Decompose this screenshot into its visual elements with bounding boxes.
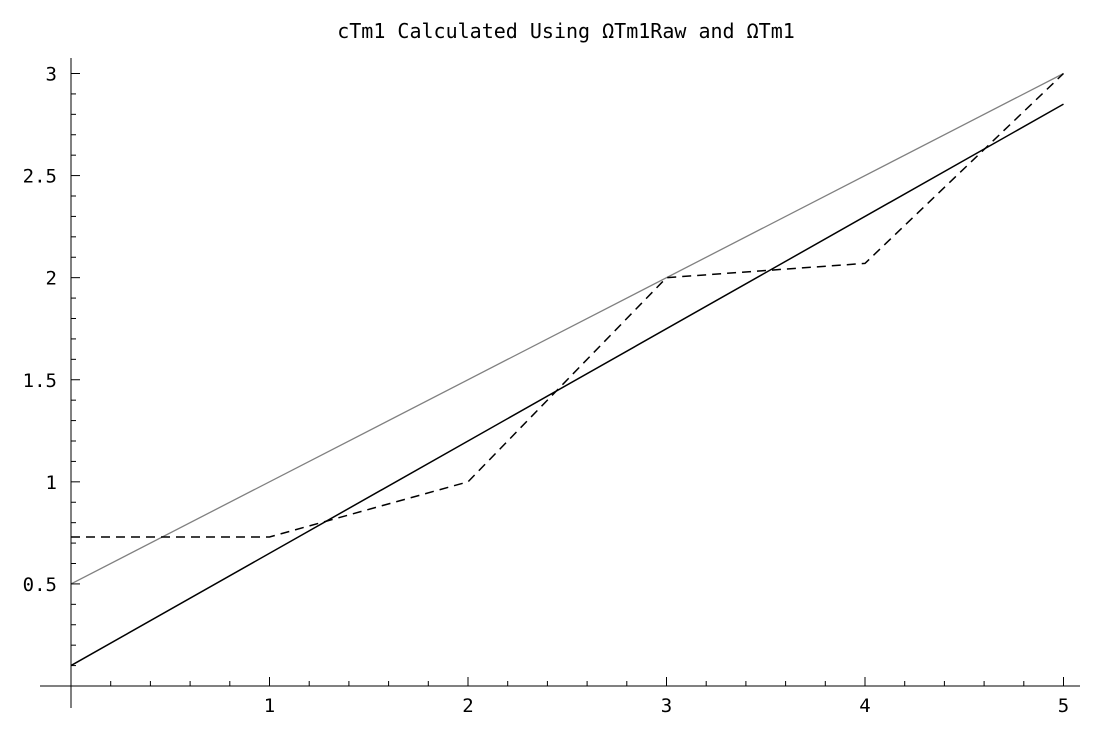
y-tick-label: 1.5: [23, 370, 57, 392]
x-tick-label: 5: [1058, 695, 1069, 717]
x-tick-label: 1: [264, 695, 275, 717]
series-line-2: [70, 103, 1064, 667]
y-tick-label: 2.5: [23, 166, 57, 188]
x-tick-label: 2: [462, 695, 473, 717]
series-line-1: [70, 72, 1064, 585]
x-tick-label: 4: [859, 695, 870, 717]
y-tick-label: 3: [46, 64, 57, 86]
y-tick-label: 1: [46, 472, 57, 494]
ticks-layer: 1 2 3 4 5 0.5 1 1.5 2 2.5 3: [23, 64, 1070, 718]
series-layer: [70, 72, 1065, 667]
y-tick-label: 2: [46, 268, 57, 290]
y-tick-label: 0.5: [23, 574, 57, 596]
x-tick-label: 3: [661, 695, 672, 717]
chart-title: cTm1 Calculated Using ΩTm1Raw and ΩTm1: [337, 19, 795, 43]
series-line-3: [71, 72, 1065, 538]
axes-layer: [40, 58, 1080, 708]
